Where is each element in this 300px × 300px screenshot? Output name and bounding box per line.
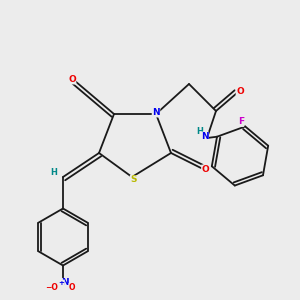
Text: O: O	[69, 284, 75, 292]
Text: N: N	[152, 108, 160, 117]
Text: H: H	[196, 128, 203, 136]
Text: S: S	[130, 176, 137, 184]
Text: H: H	[51, 168, 57, 177]
Text: O: O	[236, 87, 244, 96]
Text: −O: −O	[45, 284, 58, 292]
Text: O: O	[202, 165, 209, 174]
Text: F: F	[238, 118, 244, 127]
Text: +: +	[58, 280, 64, 286]
Text: N: N	[61, 278, 68, 287]
Text: N: N	[201, 132, 208, 141]
Text: O: O	[68, 75, 76, 84]
